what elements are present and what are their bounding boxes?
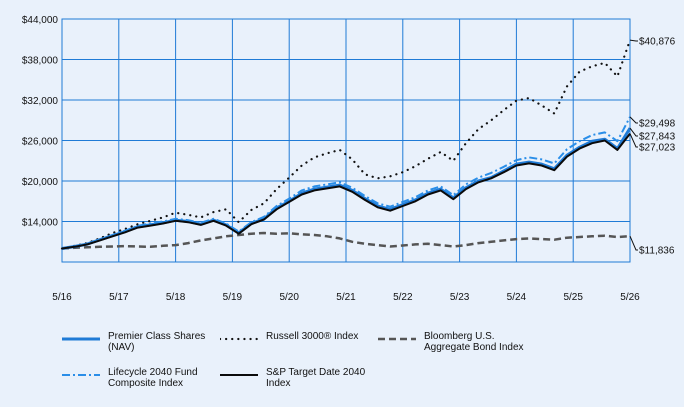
x-tick-label: 5/19 bbox=[223, 292, 243, 303]
y-tick-label: $20,000 bbox=[22, 177, 59, 188]
x-tick-label: 5/20 bbox=[279, 292, 299, 303]
y-tick-label: $14,000 bbox=[22, 218, 59, 229]
end-label-leader bbox=[629, 116, 638, 124]
series-line-2 bbox=[61, 231, 631, 250]
series-layer bbox=[60, 38, 632, 250]
x-tick-label: 5/21 bbox=[336, 292, 356, 303]
end-value-label: $40,876 bbox=[639, 37, 676, 48]
y-axis: $14,000 $20,000 $26,000 $32,000 $38,000 $44,0… bbox=[22, 15, 59, 229]
end-label-leader bbox=[629, 127, 638, 137]
end-value-label: $29,498 bbox=[639, 119, 676, 130]
y-tick-label: $26,000 bbox=[22, 137, 59, 148]
y-tick-label: $38,000 bbox=[22, 56, 59, 67]
x-tick-label: 5/25 bbox=[563, 292, 583, 303]
end-label-leader bbox=[629, 133, 638, 148]
x-tick-label: 5/24 bbox=[507, 292, 527, 303]
x-tick-label: 5/26 bbox=[620, 292, 640, 303]
x-tick-label: 5/22 bbox=[393, 292, 413, 303]
x-tick-label: 5/18 bbox=[166, 292, 186, 303]
x-tick-label: 5/23 bbox=[450, 292, 470, 303]
x-tick-label: 5/16 bbox=[52, 292, 72, 303]
y-tick-label: $44,000 bbox=[22, 15, 59, 26]
x-tick-label: 5/17 bbox=[109, 292, 129, 303]
end-label-leader bbox=[629, 235, 638, 251]
end-value-label: $27,023 bbox=[639, 143, 676, 154]
y-tick-label: $32,000 bbox=[22, 96, 59, 107]
x-axis: 5/16 5/17 5/18 5/19 5/20 5/21 5/22 5/23 5/24 5/25… bbox=[52, 292, 640, 303]
end-value-label: $11,836 bbox=[639, 246, 675, 257]
series-line-3 bbox=[61, 116, 631, 250]
end-value-label: $27,843 bbox=[639, 132, 676, 143]
series-line-1 bbox=[60, 38, 632, 250]
end-labels: $27,843 $40,876 $11,836 $29,498 $27,023 bbox=[629, 37, 676, 257]
series-line-4 bbox=[61, 132, 631, 250]
end-label-leader bbox=[629, 39, 638, 42]
